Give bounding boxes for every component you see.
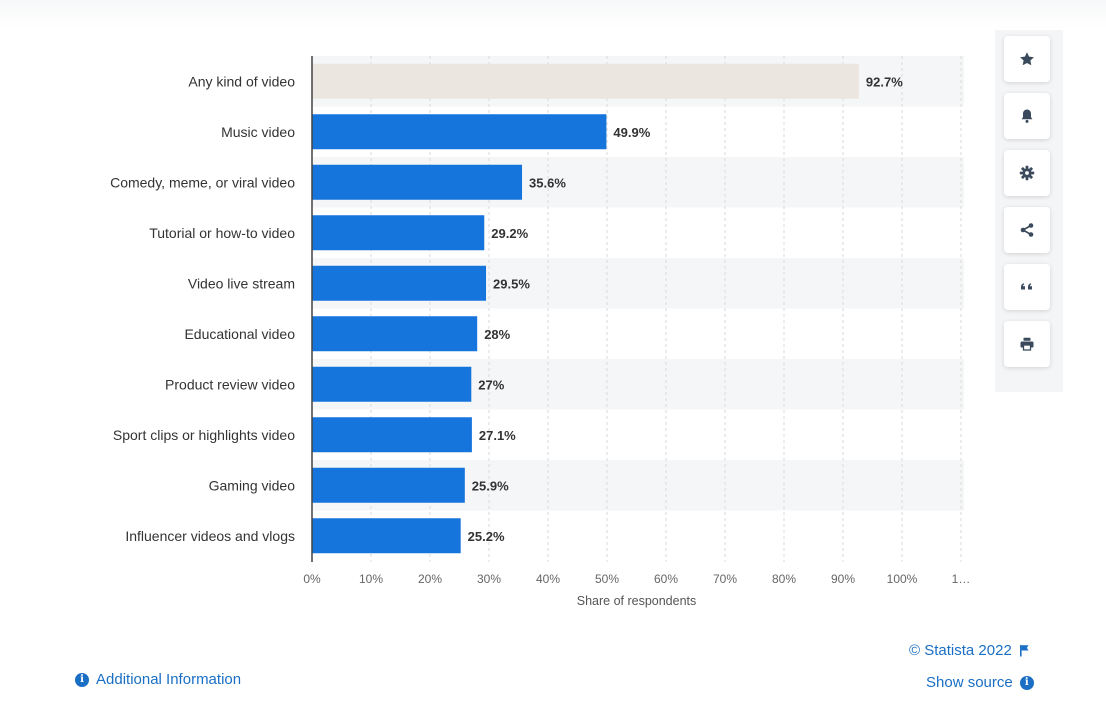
x-tick-label: 90% bbox=[831, 572, 855, 586]
bar bbox=[312, 316, 478, 352]
x-tick-label: 40% bbox=[536, 572, 560, 586]
show-source-text: Show source bbox=[926, 674, 1013, 691]
value-label: 27.1% bbox=[479, 428, 516, 443]
x-tick-label: 10% bbox=[359, 572, 383, 586]
additional-information-link[interactable]: i Additional Information bbox=[75, 671, 241, 688]
bell-icon bbox=[1021, 109, 1033, 123]
value-label: 27% bbox=[478, 377, 504, 392]
print-icon bbox=[1020, 337, 1034, 351]
star-icon bbox=[1020, 52, 1034, 66]
print-button[interactable] bbox=[1004, 321, 1050, 367]
x-tick-label: 1… bbox=[952, 572, 971, 586]
value-label: 29.5% bbox=[493, 276, 530, 291]
category-label: Educational video bbox=[184, 326, 295, 342]
category-labels: Any kind of video Music video Comedy, meme… bbox=[110, 73, 295, 544]
value-label: 29.2% bbox=[491, 226, 528, 241]
additional-information-text: Additional Information bbox=[96, 671, 242, 688]
category-label: Gaming video bbox=[209, 477, 296, 493]
bar bbox=[312, 63, 859, 99]
favorite-button[interactable] bbox=[1004, 36, 1050, 82]
x-axis-title: Share of respondents bbox=[577, 594, 697, 608]
x-tick-label: 20% bbox=[418, 572, 442, 586]
value-labels: 92.7% 49.9% 35.6% 29.2% 29.5% 28% 27% 27.1% 25.9… bbox=[468, 74, 904, 544]
copyright-text: © Statista 2022 bbox=[909, 642, 1012, 659]
category-label: Influencer videos and vlogs bbox=[125, 528, 295, 544]
info-icon: i bbox=[75, 672, 89, 687]
copyright-link[interactable]: © Statista 2022 bbox=[909, 642, 1030, 659]
value-label: 28% bbox=[484, 327, 510, 342]
category-label: Tutorial or how-to video bbox=[149, 225, 295, 241]
category-label: Comedy, meme, or viral video bbox=[110, 174, 295, 190]
share-icon bbox=[1020, 223, 1034, 237]
gear-icon bbox=[1019, 165, 1035, 181]
x-tick-label: 80% bbox=[772, 572, 796, 586]
notification-button[interactable] bbox=[1004, 93, 1050, 139]
x-tick-label: 60% bbox=[654, 572, 678, 586]
bar bbox=[312, 366, 472, 402]
value-label: 25.2% bbox=[468, 529, 505, 544]
bar bbox=[312, 467, 465, 503]
x-tick-label: 100% bbox=[887, 572, 918, 586]
x-tick-label: 30% bbox=[477, 572, 501, 586]
bar bbox=[312, 518, 461, 554]
info-icon: i bbox=[1019, 675, 1034, 690]
category-label: Music video bbox=[221, 124, 295, 140]
bar-chart: Any kind of video Music video Comedy, meme… bbox=[110, 56, 970, 608]
value-label: 25.9% bbox=[472, 478, 509, 493]
x-tick-label: 0% bbox=[303, 572, 321, 586]
category-label: Sport clips or highlights video bbox=[113, 427, 295, 443]
quote-icon bbox=[1021, 283, 1032, 290]
x-tick-label: 70% bbox=[713, 572, 737, 586]
category-label: Video live stream bbox=[188, 275, 295, 291]
x-tick-label: 50% bbox=[595, 572, 619, 586]
category-label: Any kind of video bbox=[188, 73, 295, 89]
show-source-link[interactable]: Show source i bbox=[926, 674, 1034, 691]
bar bbox=[312, 114, 607, 150]
bar bbox=[312, 215, 485, 251]
bar bbox=[312, 417, 472, 453]
bar bbox=[312, 164, 523, 200]
top-band bbox=[0, 0, 1106, 30]
share-button[interactable] bbox=[1004, 207, 1050, 253]
settings-button[interactable] bbox=[1004, 150, 1050, 196]
bar bbox=[312, 265, 487, 301]
value-label: 35.6% bbox=[529, 175, 566, 190]
value-label: 92.7% bbox=[866, 74, 903, 89]
cite-button[interactable] bbox=[1004, 264, 1050, 310]
category-label: Product review video bbox=[165, 376, 295, 392]
value-label: 49.9% bbox=[613, 125, 650, 140]
flag-icon bbox=[1019, 645, 1029, 657]
bars bbox=[312, 63, 859, 554]
x-tick-labels: 0% 10% 20% 30% 40% 50% 60% 70% 80% 90% 100% 1… bbox=[303, 572, 970, 586]
